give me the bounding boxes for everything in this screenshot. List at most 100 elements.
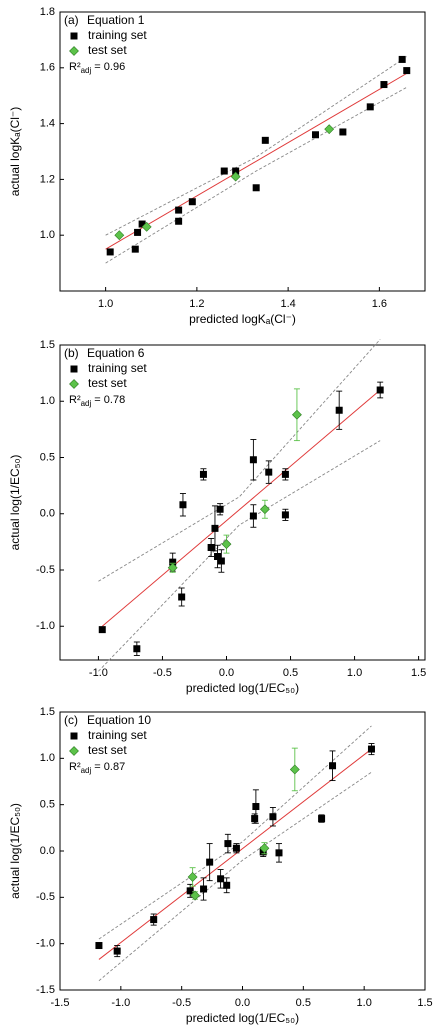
- training-point: [216, 505, 224, 513]
- training-point: [220, 167, 228, 175]
- test-point: [69, 46, 79, 56]
- training-point: [186, 887, 194, 895]
- y-tick-label: 0.0: [40, 508, 55, 520]
- confidence-band: [105, 86, 407, 264]
- test-point: [221, 539, 232, 550]
- x-tick-label: -0.5: [153, 667, 172, 679]
- training-point: [281, 470, 289, 478]
- plot-frame: [59, 344, 426, 661]
- y-tick-label: 1.5: [40, 339, 55, 351]
- legend-label: test set: [88, 43, 127, 57]
- test-point: [230, 171, 241, 182]
- x-tick-label: -1.0: [89, 667, 108, 679]
- y-tick-label: 0.0: [40, 845, 55, 857]
- training-point: [223, 881, 231, 889]
- test-point: [292, 409, 302, 420]
- x-tick-label: 1.0: [347, 667, 362, 679]
- training-point: [380, 81, 388, 89]
- training-point: [199, 470, 207, 478]
- x-tick-label: 1.5: [411, 667, 426, 679]
- training-point: [188, 198, 196, 206]
- training-point: [211, 524, 219, 532]
- legend-label: test set: [88, 376, 127, 390]
- x-tick-label: 0.5: [283, 667, 298, 679]
- training-point: [232, 167, 240, 175]
- test-point: [324, 124, 335, 135]
- panel-title: Equation 1: [87, 13, 145, 27]
- training-point: [335, 406, 343, 414]
- training-point: [70, 365, 78, 373]
- training-point: [398, 55, 406, 63]
- confidence-band: [98, 725, 372, 940]
- y-tick-label: -0.5: [36, 564, 55, 576]
- training-point: [169, 558, 177, 566]
- x-tick-label: 1.5: [417, 997, 432, 1009]
- legend-label: training set: [88, 728, 147, 742]
- fit-line: [105, 72, 408, 250]
- test-point: [190, 890, 200, 901]
- r2-annotation: R²adj = 0.78: [69, 394, 125, 408]
- y-tick-label: 1.5: [40, 706, 55, 718]
- panel-label: (b): [64, 346, 79, 360]
- x-tick-label: 0.5: [296, 997, 311, 1009]
- training-point: [113, 947, 121, 955]
- y-tick-label: 1.0: [40, 229, 55, 241]
- y-tick-label: -1.5: [36, 984, 55, 996]
- training-point: [133, 645, 141, 653]
- training-point: [261, 136, 269, 144]
- x-tick-label: -0.5: [172, 997, 191, 1009]
- x-tick-label: 0.0: [219, 667, 234, 679]
- r2-annotation: R²adj = 0.87: [69, 761, 125, 775]
- y-axis-label: actual log(1/EC₅₀): [8, 455, 22, 551]
- r2-value: = 0.78: [94, 394, 125, 406]
- training-point: [98, 626, 106, 634]
- training-point: [131, 245, 139, 253]
- y-axis-label: actual log(1/EC₅₀): [8, 803, 22, 899]
- training-point: [106, 248, 114, 256]
- training-point: [376, 386, 384, 394]
- x-axis-label: predicted log(1/EC₅₀): [186, 1011, 299, 1025]
- y-tick-label: 0.5: [40, 451, 55, 463]
- training-point: [252, 803, 260, 811]
- training-point: [217, 875, 225, 883]
- training-point: [200, 885, 208, 893]
- y-tick-label: -1.0: [36, 620, 55, 632]
- training-point: [70, 32, 78, 40]
- panel-title: Equation 6: [87, 346, 145, 360]
- training-point: [251, 815, 259, 823]
- y-tick-label: 1.0: [40, 752, 55, 764]
- r2-sub: adj: [81, 66, 92, 75]
- confidence-band: [98, 339, 381, 582]
- training-point: [329, 762, 337, 770]
- panel-title: Equation 10: [87, 713, 151, 727]
- fit-line: [98, 748, 372, 960]
- x-tick-label: 1.0: [98, 298, 113, 310]
- training-point: [366, 103, 374, 111]
- y-tick-label: 1.8: [40, 6, 55, 18]
- test-point: [114, 230, 125, 241]
- training-point: [403, 67, 411, 75]
- confidence-band: [98, 440, 381, 672]
- test-point: [69, 746, 79, 756]
- y-tick-label: -0.5: [36, 891, 55, 903]
- training-point: [175, 217, 183, 225]
- training-point: [175, 206, 183, 214]
- x-axis-label: predicted log(1/EC₅₀): [186, 681, 299, 695]
- training-point: [150, 916, 158, 924]
- x-tick-label: 0.0: [235, 997, 250, 1009]
- training-point: [312, 131, 319, 139]
- plot-frame: [59, 11, 426, 292]
- training-point: [179, 501, 187, 509]
- training-point: [281, 511, 289, 519]
- r2-label: R²: [69, 394, 81, 406]
- training-point: [95, 942, 103, 950]
- legend-label: training set: [88, 361, 147, 375]
- r2-value: = 0.96: [94, 61, 125, 73]
- x-tick-label: -1.5: [51, 997, 70, 1009]
- y-axis-label: actual logKₐ(Cl⁻): [8, 107, 22, 197]
- training-point: [224, 840, 232, 848]
- test-point: [69, 379, 79, 389]
- test-point: [259, 504, 270, 515]
- x-tick-label: 1.6: [372, 298, 387, 310]
- r2-annotation: R²adj = 0.96: [69, 61, 125, 75]
